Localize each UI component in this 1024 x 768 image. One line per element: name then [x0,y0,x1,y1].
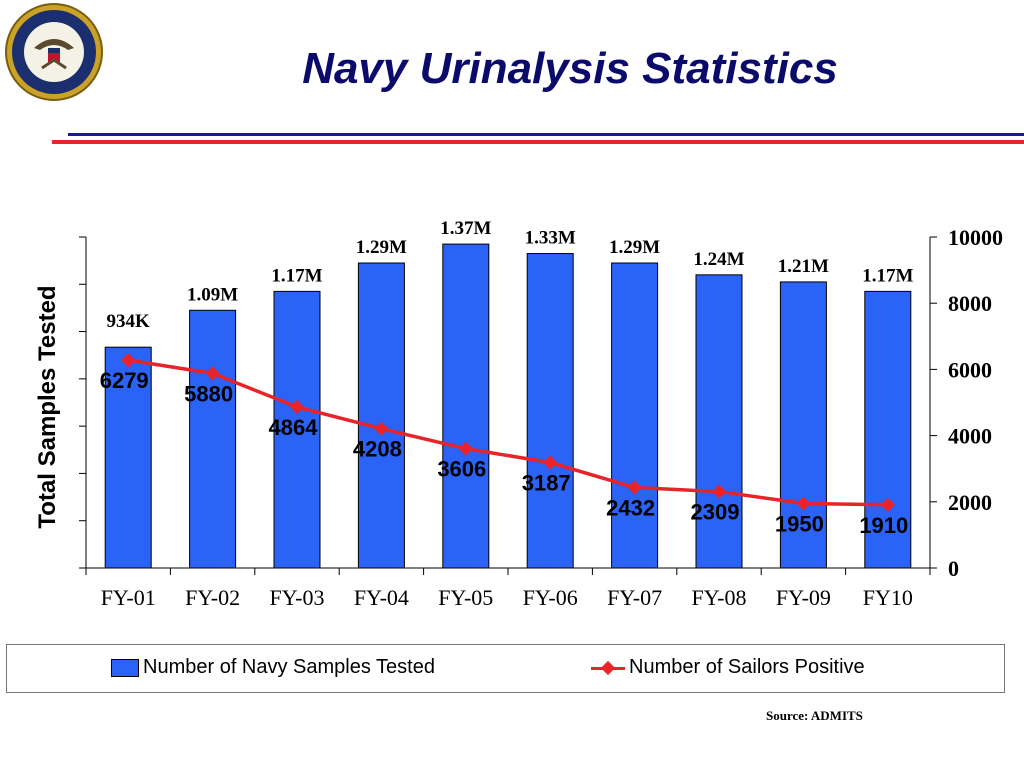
x-tick-label: FY-07 [607,585,662,610]
positive-value-label: 2432 [606,496,655,521]
legend-swatch-line [591,660,625,676]
positive-value-label: 6279 [100,368,149,393]
title-rule-red [52,140,1024,144]
bar-value-label: 1.09M [187,284,238,305]
positive-value-label: 2309 [691,500,740,525]
bar [442,243,490,569]
positive-point [458,441,473,456]
x-tick-label: FY-09 [776,585,831,610]
positive-point [121,353,136,368]
bar [273,290,321,569]
positive-value-label: 1950 [775,511,824,536]
positive-point [543,455,558,470]
positive-point [880,497,895,512]
bar [695,274,743,569]
positive-point [711,484,727,499]
combo-chart: 0 2000 4000 6000 8000 10000 FY-01 FY-02 FY-03 FY-… [79,218,1003,610]
x-tick-label: FY-08 [691,585,746,610]
positive-point [205,366,220,381]
bar [189,309,237,569]
bar [779,281,827,569]
positive-value-label: 1910 [859,513,908,538]
bar [864,290,912,569]
y-right-tick-label: 10000 [948,225,1003,250]
y-right-tick-label: 4000 [948,424,992,449]
bar [526,253,574,569]
chart-legend: Number of Navy Samples Tested Number of … [6,644,1005,693]
bar-value-label: 1.24M [693,249,744,270]
x-tick-label: FY-06 [523,585,578,610]
legend-swatch-bar [111,658,139,677]
x-tick-label: FY-04 [354,585,409,610]
bar [357,262,405,569]
x-tick-label: FY-03 [269,585,324,610]
bar-value-label: 1.37M [440,218,491,239]
positive-value-label: 5880 [184,381,233,406]
positive-line [127,358,888,507]
x-tick-label: FY-02 [185,585,240,610]
x-tick-label: FY-01 [101,585,156,610]
positive-point [796,496,811,511]
positive-point [289,399,305,415]
source-note: Source: ADMITS [766,708,863,723]
legend-item-positive: Number of Sailors Positive [591,656,865,679]
bar-value-label: 1.17M [862,265,913,286]
bar-value-label: 1.29M [609,237,660,258]
positive-point [627,480,642,495]
positive-point [374,421,389,436]
bar-value-label: 1.29M [356,237,407,258]
x-tick-label: FY10 [863,585,913,610]
bar-value-label: 1.21M [778,256,829,277]
bar [611,262,659,569]
bar [104,346,152,569]
positive-value-label: 4864 [269,415,319,440]
bar-value-label: 934K [107,311,151,332]
positive-value-label: 3187 [522,471,571,496]
legend-item-samples: Number of Navy Samples Tested [111,656,435,679]
y-right-tick-label: 8000 [948,291,992,316]
positive-value-label: 3606 [437,457,486,482]
bar-value-label: 1.33M [525,228,576,249]
navy-seal-logo [5,3,103,101]
page-title: Navy Urinalysis Statistics [302,44,838,93]
legend-label-samples: Number of Navy Samples Tested [143,656,435,678]
y-right-tick-label: 2000 [948,490,992,515]
y-right-tick-label: 6000 [948,357,992,382]
y-right-tick-label: 0 [948,556,959,581]
bar-value-label: 1.17M [271,265,322,286]
x-tick-label: FY-05 [438,585,493,610]
positive-value-label: 4208 [353,437,402,462]
title-rule-blue [68,133,1024,136]
legend-label-positive: Number of Sailors Positive [629,656,865,678]
